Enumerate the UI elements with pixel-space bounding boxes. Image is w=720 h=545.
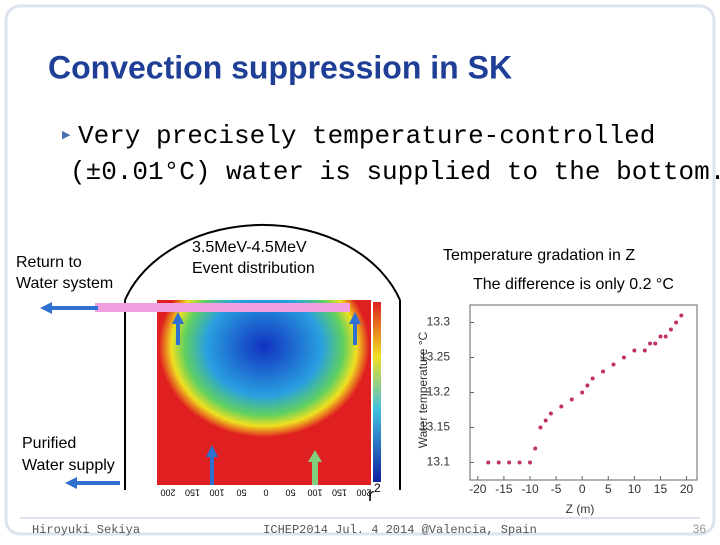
- page-number: 36: [693, 522, 707, 536]
- point: [658, 334, 663, 339]
- return-pipe: [95, 303, 350, 312]
- label: Purified: [22, 435, 76, 452]
- r-label: r2: [368, 481, 381, 505]
- x-tick-label: 5: [605, 482, 612, 496]
- x-tick-label: 20: [680, 482, 694, 496]
- point: [507, 460, 512, 465]
- arrow-head: [65, 477, 77, 489]
- heatmap-tick: 0: [263, 488, 268, 498]
- heatmap-ticks: 200 150 100 50 0 50 100 150 200: [160, 488, 371, 498]
- heatmap-tick: 100: [307, 488, 322, 498]
- point: [679, 313, 684, 318]
- x-tick-label: -20: [469, 482, 487, 496]
- colorbar: [373, 302, 381, 482]
- footer-event: ICHEP2014 Jul. 4 2014 @Valencia, Spain: [263, 523, 537, 537]
- heatmap-tick: 50: [285, 488, 295, 498]
- y-tick-label: 13.3: [427, 315, 451, 329]
- label: Water system: [16, 275, 113, 292]
- label: Temperature gradation in Z: [443, 247, 635, 264]
- x-axis-label: Z (m): [566, 502, 595, 516]
- green-pipes: [308, 450, 322, 485]
- heatmap: [157, 300, 371, 485]
- point: [674, 320, 679, 325]
- heatmap-tick: 200: [160, 488, 175, 498]
- point: [590, 376, 595, 381]
- point: [538, 425, 543, 430]
- point: [543, 418, 548, 423]
- heatmap-tick: 150: [332, 488, 347, 498]
- x-tick-label: 10: [628, 482, 642, 496]
- point: [648, 341, 653, 346]
- point: [496, 460, 501, 465]
- point: [621, 355, 626, 360]
- title: Convection suppression in SK: [48, 49, 512, 85]
- point: [548, 411, 553, 416]
- footer-author: Hiroyuki Sekiya: [32, 523, 140, 537]
- arrows-up: [172, 312, 361, 485]
- tank-dome: [124, 223, 401, 301]
- heatmap-tick: 50: [236, 488, 246, 498]
- y-axis-label: Water temperature °C: [416, 331, 430, 448]
- bullet-line: Very precisely temperature-controlled: [78, 121, 655, 151]
- point: [601, 369, 606, 374]
- y-tick-label: 13.15: [420, 420, 450, 434]
- label: Return to: [16, 254, 82, 271]
- bullet-line: (±0.01°C) water is supplied to the botto…: [70, 157, 720, 187]
- point: [632, 348, 637, 353]
- arrow-head: [40, 302, 52, 314]
- bullet-icon: ▶: [62, 130, 71, 142]
- point: [559, 404, 564, 409]
- x-tick-label: -10: [521, 482, 539, 496]
- point: [668, 327, 673, 332]
- x-tick-label: 15: [654, 482, 668, 496]
- x-tick-label: -5: [551, 482, 562, 496]
- y-tick-label: 13.2: [427, 385, 451, 399]
- point: [580, 390, 585, 395]
- point: [611, 362, 616, 367]
- y-tick-label: 13.25: [420, 350, 450, 364]
- x-tick-label: -15: [495, 482, 513, 496]
- r-exp: 2: [374, 481, 381, 495]
- temperature-plot: -20 -15 -10 -5 0 5 10 15 20 13.1 13.15 13.2 13.25 13.…: [416, 304, 698, 516]
- point: [642, 348, 647, 353]
- point: [486, 460, 491, 465]
- label: 3.5MeV-4.5MeV: [192, 239, 307, 256]
- label: Event distribution: [192, 260, 315, 277]
- y-tick-label: 13.1: [427, 455, 451, 469]
- heatmap-tick: 100: [209, 488, 224, 498]
- point: [653, 341, 658, 346]
- point: [517, 460, 522, 465]
- point: [569, 397, 574, 402]
- point: [528, 460, 533, 465]
- point: [663, 334, 668, 339]
- label: The difference is only 0.2 °C: [473, 276, 674, 293]
- heatmap-tick: 200: [356, 488, 371, 498]
- r: r: [368, 485, 374, 505]
- x-tick-label: 0: [579, 482, 586, 496]
- point: [533, 446, 538, 451]
- point: [585, 383, 590, 388]
- label: Water supply: [22, 457, 115, 474]
- heatmap-tick: 150: [185, 488, 200, 498]
